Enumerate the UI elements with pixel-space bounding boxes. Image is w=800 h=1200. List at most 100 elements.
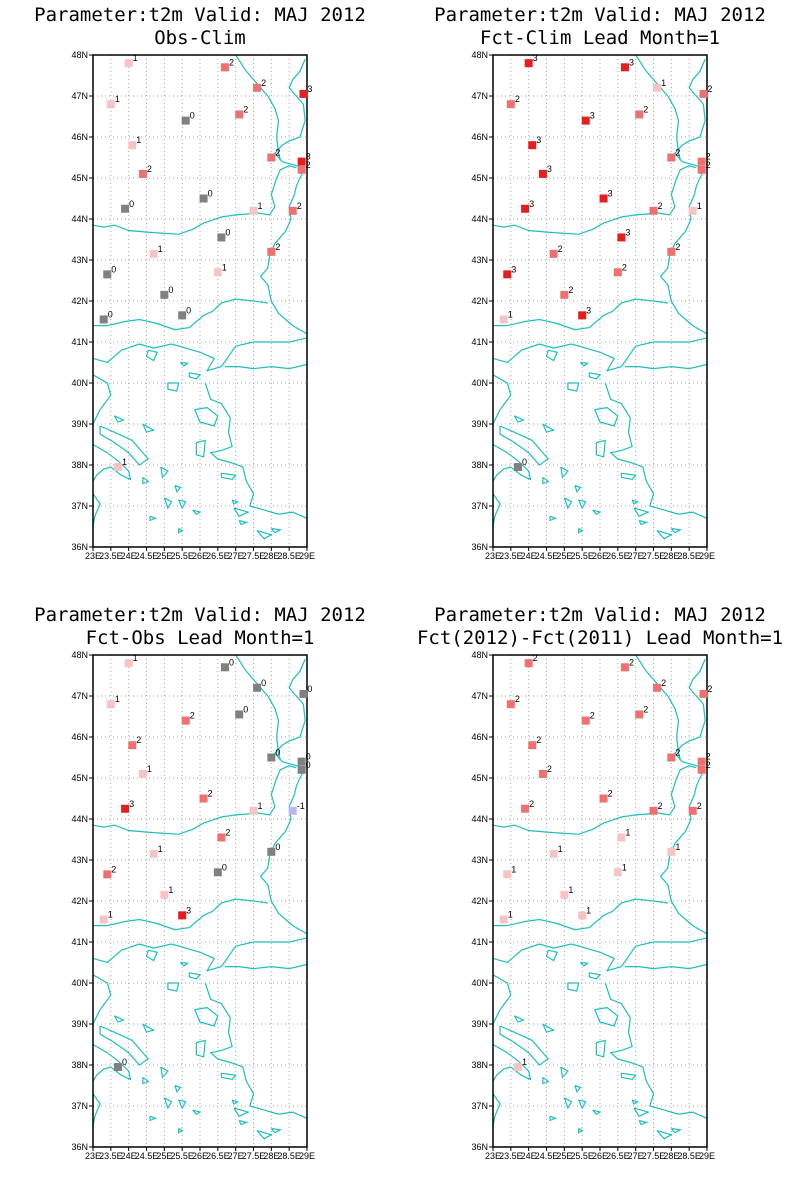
map-subtitle: Obs-Clim — [154, 27, 246, 49]
station-value-label: 3 — [307, 84, 312, 94]
station-marker — [649, 206, 658, 215]
lat-tick-label: 48N — [471, 50, 488, 60]
station-marker — [688, 806, 697, 815]
station-marker — [138, 769, 147, 778]
station-value-label: 2 — [661, 678, 666, 688]
lon-tick-label: 26E — [192, 1151, 208, 1161]
station-marker — [506, 100, 515, 109]
station-marker — [124, 59, 133, 68]
lon-tick-label: 23E — [485, 551, 501, 561]
station-marker — [213, 268, 222, 277]
station-value-label: 2 — [675, 242, 680, 252]
station-value-label: 2 — [590, 711, 595, 721]
lat-tick-label: 47N — [471, 91, 488, 101]
station-value-label: 0 — [168, 285, 173, 295]
station-marker — [581, 116, 590, 125]
lon-tick-label: 29E — [699, 1151, 715, 1161]
station-value-label: 1 — [625, 827, 630, 837]
station-marker — [128, 141, 137, 150]
station-value-label: 2 — [608, 789, 613, 799]
station-value-label: -1 — [297, 801, 305, 811]
station-marker — [528, 141, 537, 150]
map-panel-fct-obs: Parameter:t2m Valid: MAJ 2012 Fct-Obs Lea… — [0, 600, 400, 1180]
lat-tick-label: 36N — [71, 542, 88, 552]
station-marker — [578, 911, 587, 920]
station-value-label: 2 — [706, 160, 711, 170]
station-value-label: 1 — [508, 909, 513, 919]
lon-tick-label: 25.5E — [570, 551, 594, 561]
coastlines — [493, 55, 707, 540]
lon-tick-label: 24E — [521, 1151, 537, 1161]
station-value-label: 1 — [568, 885, 573, 895]
lon-tick-label: 24.5E — [135, 551, 159, 561]
lon-tick-label: 27E — [628, 551, 644, 561]
lat-tick-label: 48N — [471, 650, 488, 660]
station-marker — [524, 59, 533, 68]
station-value-label: 2 — [136, 735, 141, 745]
station-marker — [617, 833, 626, 842]
station-value-label: 2 — [706, 152, 711, 162]
lon-tick-label: 24E — [121, 551, 137, 561]
lon-tick-label: 25E — [156, 1151, 172, 1161]
lon-tick-label: 27.5E — [242, 551, 266, 561]
station-marker — [506, 700, 515, 709]
station-value-label: 0 — [243, 704, 248, 714]
lon-tick-label: 28.5E — [277, 1151, 301, 1161]
station-marker — [549, 249, 558, 258]
station-marker — [697, 165, 706, 174]
station-value-label: 2 — [261, 78, 266, 88]
gridlines — [93, 55, 307, 547]
station-value-label: 1 — [586, 905, 591, 915]
station-marker — [635, 710, 644, 719]
lon-tick-label: 26E — [592, 1151, 608, 1161]
station-marker — [513, 1063, 522, 1072]
station-marker — [299, 89, 308, 98]
lat-tick-label: 38N — [471, 460, 488, 470]
lat-tick-label: 48N — [71, 50, 88, 60]
station-value-label: 2 — [529, 799, 534, 809]
station-marker — [149, 249, 158, 258]
lon-tick-label: 27.5E — [642, 1151, 666, 1161]
map-subtitle: Fct(2012)-Fct(2011) Lead Month=1 — [417, 627, 783, 649]
station-value-label: 2 — [707, 684, 712, 694]
station-value-label: 1 — [258, 801, 263, 811]
lat-tick-label: 47N — [71, 691, 88, 701]
lon-tick-label: 28E — [263, 551, 279, 561]
lat-tick-label: 43N — [471, 855, 488, 865]
station-value-label: 3 — [186, 905, 191, 915]
lon-tick-label: 27.5E — [242, 1151, 266, 1161]
station-marker — [178, 311, 187, 320]
lat-tick-label: 46N — [471, 732, 488, 742]
station-marker — [160, 890, 169, 899]
station-marker — [524, 659, 533, 668]
station-value-label: 3 — [529, 199, 534, 209]
station-marker — [178, 911, 187, 920]
station-value-label: 1 — [108, 909, 113, 919]
station-value-label: 2 — [243, 104, 248, 114]
station-value-label: 2 — [275, 148, 280, 158]
station-value-label: 0 — [129, 199, 134, 209]
station-value-label: 2 — [707, 84, 712, 94]
station-marker — [649, 806, 658, 815]
station-marker — [578, 311, 587, 320]
station-marker — [697, 757, 706, 766]
lon-tick-label: 25.5E — [170, 1151, 194, 1161]
station-value-label: 2 — [533, 653, 538, 663]
station-marker — [521, 804, 530, 813]
lon-tick-label: 25E — [556, 1151, 572, 1161]
station-marker — [297, 165, 306, 174]
lon-tick-label: 27.5E — [642, 551, 666, 561]
station-marker — [620, 663, 629, 672]
lon-tick-label: 23.5E — [499, 551, 523, 561]
station-value-label: 1 — [136, 135, 141, 145]
station-marker — [667, 847, 676, 856]
lon-tick-label: 26.5E — [206, 1151, 230, 1161]
station-value-label: 0 — [111, 264, 116, 274]
station-value-label: 1 — [133, 653, 138, 663]
station-marker — [121, 804, 130, 813]
station-marker — [138, 169, 147, 178]
lon-tick-label: 28E — [663, 1151, 679, 1161]
lon-tick-label: 28.5E — [677, 1151, 701, 1161]
